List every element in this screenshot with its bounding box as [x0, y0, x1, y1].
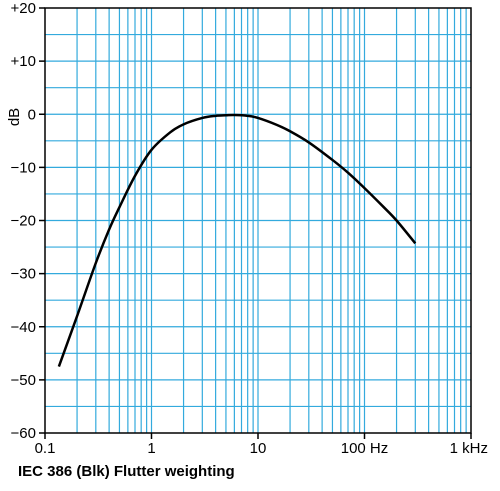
y-tick-label: −40 [11, 319, 36, 336]
y-tick-label: 0 [28, 106, 36, 123]
y-tick-label: −20 [11, 213, 36, 230]
x-tick-label: 1 [147, 440, 155, 457]
x-tick-label: 100 Hz [341, 440, 389, 457]
tick-labels: +20 +10 0 −10 −20 −30 −40 −50 −600.1 1 10 100 Hz 1 k… [11, 0, 488, 457]
y-tick-label: −60 [11, 425, 36, 442]
x-tick-label: 1 kHz [450, 440, 488, 457]
y-axis-label: dB [6, 108, 23, 126]
y-tick-label: −50 [11, 372, 36, 389]
y-tick-label: −30 [11, 266, 36, 283]
y-tick-label: +10 [11, 53, 36, 70]
grid [45, 8, 471, 433]
y-tick-label: −10 [11, 159, 36, 176]
plot-frame [44, 7, 472, 434]
y-tick-label: +20 [11, 0, 36, 17]
chart-caption: IEC 386 (Blk) Flutter weighting [18, 463, 235, 480]
weighting-curve [57, 113, 417, 368]
x-tick-label: 0.1 [35, 440, 56, 457]
x-tick-label: 10 [250, 440, 267, 457]
